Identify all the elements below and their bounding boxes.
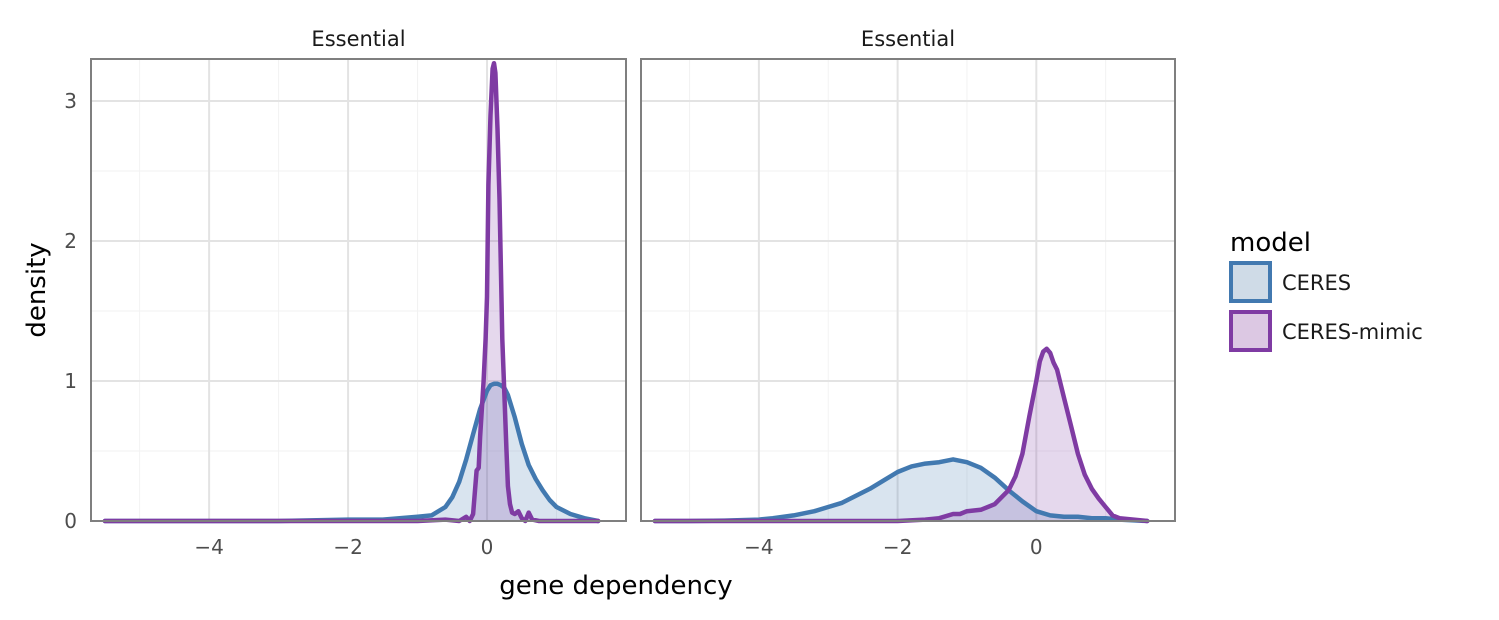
density-line-ceres — [652, 457, 1150, 524]
x-tick-label: −2 — [333, 535, 362, 559]
legend-label-ceres: CERES — [1282, 271, 1351, 295]
y-tick-label: 1 — [64, 369, 77, 393]
panel-background — [641, 59, 1175, 521]
panel-2: Essential −4 −2 0 — [640, 27, 1176, 559]
x-tick-label: 0 — [1030, 535, 1043, 559]
y-axis-title: density — [22, 242, 52, 337]
y-tick-label: 3 — [64, 89, 77, 113]
facet-title: Essential — [311, 27, 405, 51]
panel-1: Essential −4 −2 0 0 1 2 3 — [64, 27, 627, 559]
x-tick-label: −2 — [883, 535, 912, 559]
x-axis-title: gene dependency — [499, 571, 732, 601]
x-tick-label: 0 — [481, 535, 494, 559]
facet-panels: Essential −4 −2 0 0 1 2 3 Essential −4 −2 0 — [64, 27, 1176, 559]
panel-background — [91, 59, 626, 521]
y-tick-label: 2 — [64, 229, 77, 253]
legend-key-ceres-mimic — [1229, 310, 1272, 352]
density-line-ceres-mimic — [652, 346, 1150, 524]
legend: model CERES CERES-mimic — [1229, 228, 1423, 352]
panel-border — [90, 58, 627, 522]
x-tick-label: −4 — [194, 535, 223, 559]
x-tick-label: −4 — [744, 535, 773, 559]
facet-title: Essential — [861, 27, 955, 51]
legend-title: model — [1230, 228, 1311, 258]
panel-border — [640, 58, 1176, 522]
legend-label-ceres-mimic: CERES-mimic — [1282, 320, 1423, 344]
y-tick-label: 0 — [64, 509, 77, 533]
density-area-ceres-mimic — [654, 348, 1148, 521]
density-area-ceres — [654, 459, 1148, 521]
density-line-ceres — [102, 381, 601, 524]
legend-key-ceres — [1229, 261, 1272, 303]
